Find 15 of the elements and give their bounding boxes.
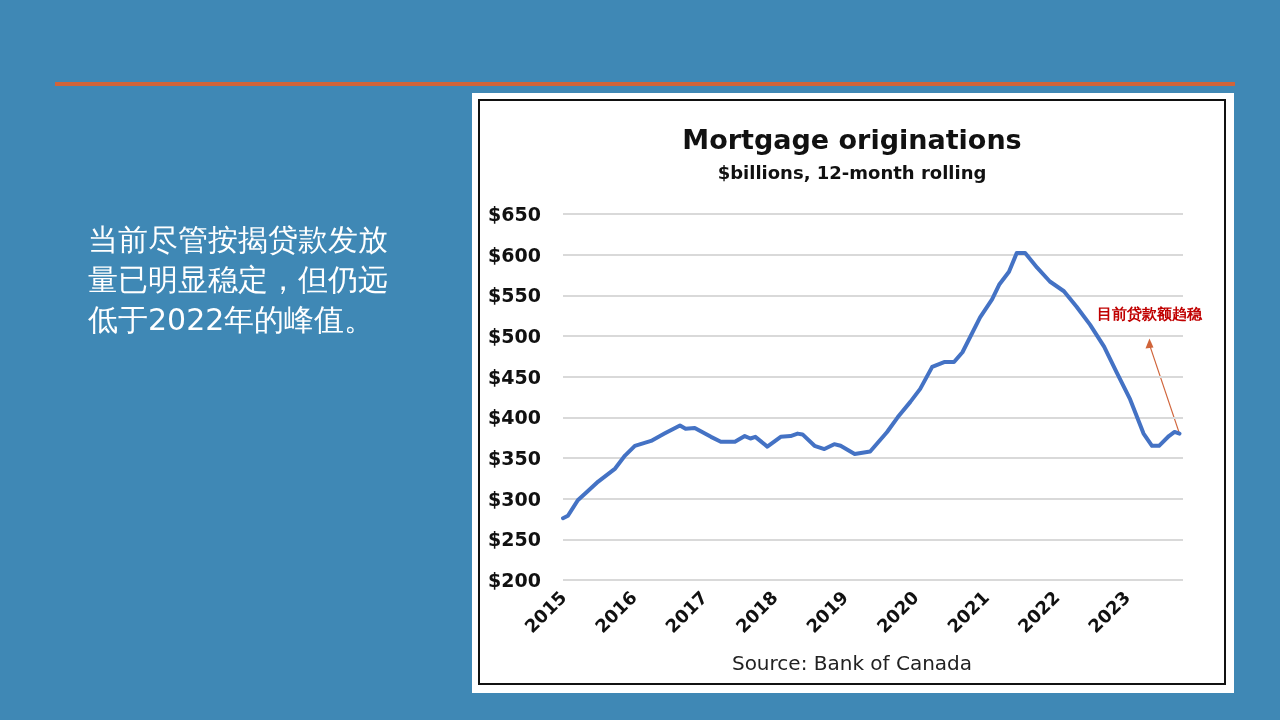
chart-subtitle: $billions, 12-month rolling: [717, 161, 987, 183]
y-tick-label: $350: [488, 447, 541, 469]
chart-title: Mortgage originations: [682, 124, 1022, 155]
y-tick-label: $550: [488, 284, 541, 307]
text: 当前尽管按揭贷款发放量已明显稳定，但仍远低于2022年的峰值。: [88, 221, 389, 339]
y-tick-label: $600: [488, 243, 541, 266]
annotation: 目前贷款额趋稳: [1097, 305, 1204, 324]
y-tick-label: $200: [488, 569, 541, 591]
source-note: Source: Bank of Canada: [731, 651, 973, 675]
y-tick-label: $250: [488, 528, 541, 551]
y-tick-label: $450: [488, 365, 541, 388]
y-tick-label: $650: [488, 203, 541, 225]
y-tick-label: $300: [488, 487, 541, 510]
y-tick-label: $400: [488, 406, 541, 429]
y-tick-label: $500: [488, 325, 541, 347]
